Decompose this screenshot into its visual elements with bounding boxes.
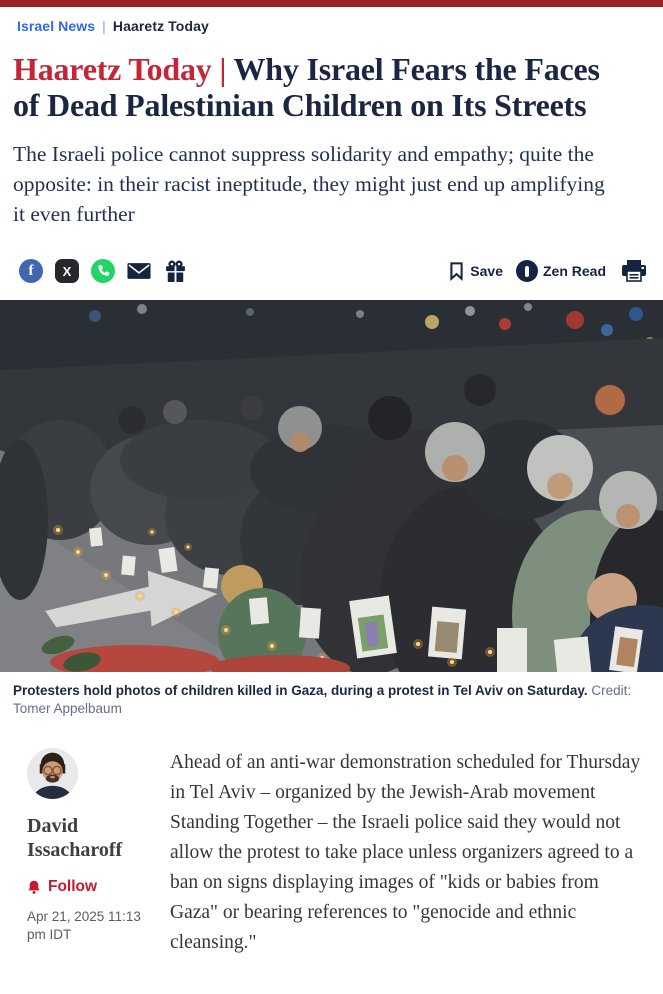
hero-figure: Protesters hold photos of children kille…: [0, 300, 663, 718]
bookmark-icon: [450, 262, 463, 281]
print-button[interactable]: [619, 258, 649, 284]
follow-label: Follow: [48, 878, 98, 895]
top-red-bar: [0, 0, 663, 7]
zen-read-button[interactable]: Zen Read: [515, 260, 606, 282]
hero-photo-art: [0, 300, 663, 672]
headline-kicker[interactable]: Haaretz Today |: [13, 51, 234, 87]
article-text-column: Ahead of an anti-war demonstration sched…: [170, 748, 649, 958]
hero-photo: [0, 300, 663, 672]
printer-icon: [622, 260, 646, 282]
article-tools-group: Save Zen Read: [448, 258, 649, 284]
envelope-glyph: [127, 263, 151, 279]
zen-read-label: Zen Read: [542, 263, 606, 279]
zen-read-icon: [515, 260, 538, 282]
author-sidebar: David Issacharoff Follow Apr 21, 2025 11…: [27, 748, 155, 958]
photo-caption-text: Protesters hold photos of children kille…: [13, 683, 588, 698]
email-share-icon[interactable]: [127, 259, 151, 283]
phone-glyph: [98, 264, 110, 276]
author-avatar[interactable]: [27, 748, 78, 799]
save-button[interactable]: Save: [448, 261, 503, 281]
article-paragraph: Ahead of an anti-war demonstration sched…: [170, 752, 641, 953]
breadcrumb-separator: |: [102, 18, 106, 34]
x-twitter-share-icon[interactable]: X: [55, 259, 79, 283]
headline: Haaretz Today | Why Israel Fears the Fac…: [13, 51, 625, 123]
whatsapp-share-icon[interactable]: [91, 259, 115, 283]
gift-article-icon[interactable]: [163, 259, 187, 283]
save-label: Save: [470, 263, 503, 279]
bell-icon: [28, 880, 40, 894]
headline-title: Why Israel Fears the Faces of Dead Pales…: [13, 51, 600, 123]
follow-author-button[interactable]: Follow: [27, 878, 97, 896]
article-body-section: David Issacharoff Follow Apr 21, 2025 11…: [0, 748, 663, 982]
breadcrumb-subsection-link[interactable]: Haaretz Today: [112, 18, 209, 34]
author-name[interactable]: David Issacharoff: [27, 815, 123, 861]
photo-credit: Credit: Tomer Appelbaum: [13, 683, 632, 716]
publish-date: Apr 21, 2025 11:13 pm IDT: [27, 909, 141, 942]
breadcrumb: Israel News | Haaretz Today: [0, 7, 663, 34]
share-icons-group: f X: [19, 259, 187, 283]
facebook-share-icon[interactable]: f: [19, 259, 43, 283]
subheadline: The Israeli police cannot suppress solid…: [13, 142, 605, 226]
gift-glyph: [165, 260, 185, 282]
author-avatar-art: [27, 748, 78, 799]
share-toolbar: f X: [19, 258, 649, 284]
breadcrumb-section-link[interactable]: Israel News: [17, 18, 96, 34]
photo-caption: Protesters hold photos of children kille…: [0, 672, 663, 718]
